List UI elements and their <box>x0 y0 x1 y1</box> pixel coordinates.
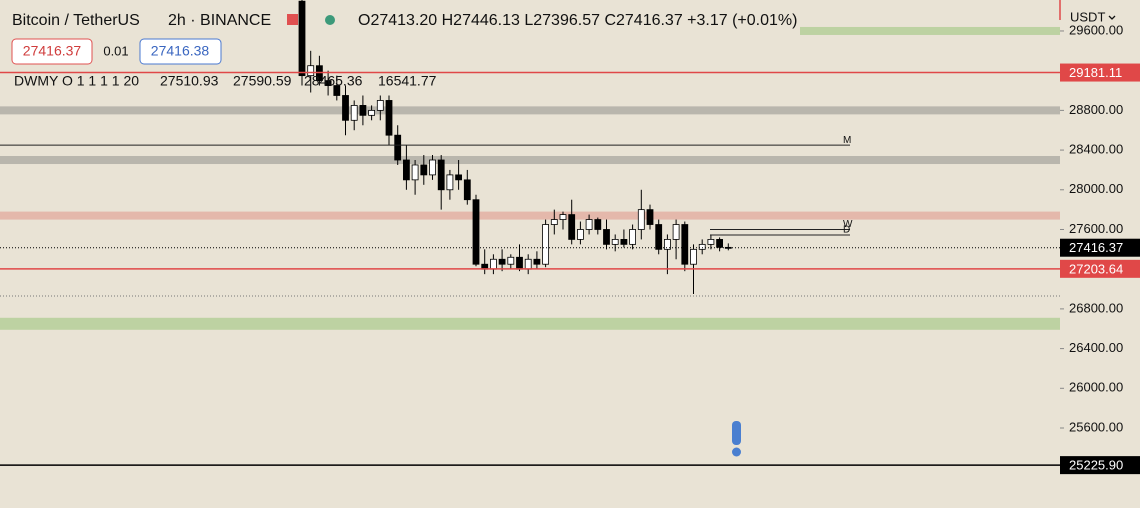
candle-body <box>307 65 315 77</box>
candle-body <box>603 229 610 245</box>
y-tick-label: 29600.00 <box>1069 22 1123 37</box>
price-label: 29181.11 <box>1069 65 1122 80</box>
zone-band <box>800 26 1060 35</box>
y-tick-label: 28000.00 <box>1069 181 1123 196</box>
candle-body <box>516 256 523 270</box>
price-label: 27203.64 <box>1069 261 1123 276</box>
candle-body <box>698 243 706 250</box>
price-label-box <box>1060 238 1140 257</box>
y-tick-label: 26000.00 <box>1069 380 1123 395</box>
candle-body <box>342 95 349 121</box>
y-tick-label: 26400.00 <box>1069 340 1123 355</box>
candle-body <box>498 258 506 265</box>
indicator-value: 27510.93 <box>160 73 219 89</box>
candle-body <box>411 164 419 181</box>
candle-body <box>472 199 480 265</box>
buy-price[interactable]: 27416.38 <box>151 43 210 59</box>
candle-body <box>429 159 436 176</box>
candle-body <box>463 179 471 201</box>
candle-body <box>594 219 602 230</box>
candle-body <box>637 209 645 230</box>
candle-body <box>550 219 558 225</box>
sell-button[interactable] <box>11 38 93 65</box>
candle-body <box>716 239 723 248</box>
candle-body <box>568 214 576 240</box>
candle-body <box>507 256 515 265</box>
marker-label: D <box>843 225 850 236</box>
candle-body <box>489 258 497 270</box>
sell-price[interactable]: 27416.37 <box>23 43 82 59</box>
zone-band <box>0 211 1060 220</box>
candle-body <box>420 164 428 176</box>
price-label-box <box>1060 63 1140 82</box>
y-tick-label: 28400.00 <box>1069 142 1123 157</box>
candle-body <box>707 239 715 245</box>
candle-body <box>585 219 593 230</box>
candle-body <box>524 258 532 270</box>
marker-label: W <box>843 219 853 230</box>
candle-body <box>559 214 567 220</box>
candle-body <box>376 100 384 111</box>
ohlc: O27413.20 H27446.13 L27396.57 C27416.37 … <box>358 12 797 29</box>
candle-body <box>681 224 689 265</box>
zone-band <box>0 106 1060 115</box>
interval[interactable]: 2h · BINANCE <box>168 12 271 29</box>
candle-body <box>724 246 732 249</box>
candle-body <box>324 80 332 86</box>
zone-band <box>0 156 1060 165</box>
currency-selector[interactable]: USDT <box>1070 9 1105 24</box>
candle-body <box>446 174 454 191</box>
price-label-box <box>1060 259 1140 278</box>
candle-body <box>672 224 680 240</box>
y-tick-label: 27600.00 <box>1069 221 1123 236</box>
candle-body <box>368 109 376 116</box>
candle-body <box>542 224 549 265</box>
candle-body <box>620 239 628 245</box>
alert-dot[interactable] <box>732 447 741 457</box>
candle-body <box>577 229 584 240</box>
status-icon[interactable] <box>287 14 298 25</box>
candle-body <box>333 85 341 96</box>
y-tick-label: 26800.00 <box>1069 300 1123 315</box>
price-label: 25225.90 <box>1069 458 1123 473</box>
candle-body <box>533 258 541 265</box>
candle-body <box>350 105 358 121</box>
y-tick-label: 28800.00 <box>1069 102 1123 117</box>
chevron[interactable] <box>1108 15 1116 20</box>
indicator-name: DWMY O 1 1 1 1 20 <box>14 73 139 89</box>
candle-body <box>690 248 697 265</box>
candle-body <box>394 134 402 161</box>
symbol[interactable]: Bitcoin / TetherUS <box>12 12 140 29</box>
candle-body <box>437 159 445 191</box>
indicator-value: 28465.36 <box>304 73 363 89</box>
candle-body <box>385 100 393 136</box>
spread: 0.01 <box>103 43 128 58</box>
indicator-value: 16541.77 <box>378 73 437 89</box>
candle-body <box>298 0 306 77</box>
alert-icon[interactable] <box>732 421 741 445</box>
market-status <box>325 15 335 25</box>
buy-button[interactable] <box>139 38 222 65</box>
candle-body <box>664 239 671 250</box>
candle-body <box>646 209 654 225</box>
y-tick-label: 25600.00 <box>1069 419 1123 434</box>
candle-body <box>611 239 619 245</box>
price-label: 27416.37 <box>1069 240 1123 255</box>
candle-body <box>655 224 663 250</box>
candle-body <box>359 105 367 116</box>
candle-body <box>629 229 636 245</box>
price-label-box <box>1060 456 1140 475</box>
candle-body <box>455 174 463 181</box>
candle-body <box>402 159 410 181</box>
zone-band <box>0 317 1060 330</box>
marker-label: M <box>843 135 851 146</box>
indicator-value: 27590.59 <box>233 73 292 89</box>
